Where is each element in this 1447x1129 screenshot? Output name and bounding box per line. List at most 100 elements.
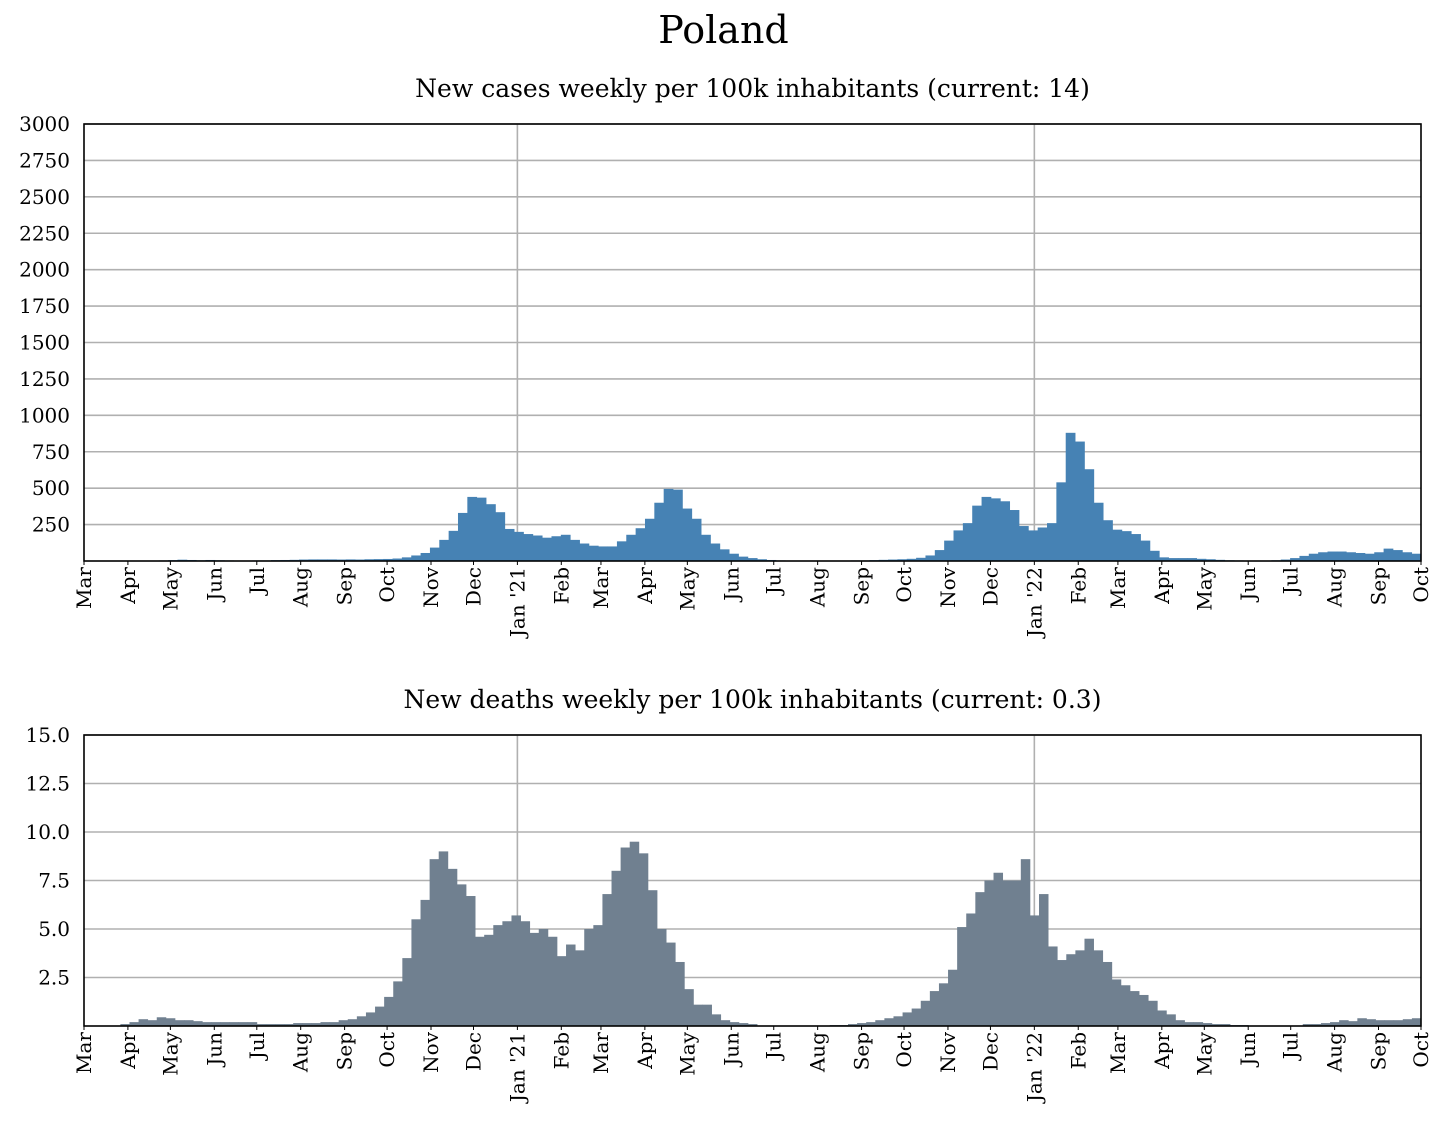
cases-bar (710, 543, 721, 561)
cases-bar (532, 535, 543, 561)
cases-bar (579, 543, 590, 561)
deaths-bar (466, 896, 476, 1026)
deaths-bar (393, 981, 403, 1026)
deaths-bar (875, 1020, 885, 1026)
deaths-bar (475, 936, 485, 1026)
cases-x-tick-label: Jun (719, 567, 743, 603)
cases-bar (1308, 553, 1319, 561)
cases-bar (1084, 469, 1095, 561)
deaths-x-tick-label: Apr (1150, 1032, 1174, 1070)
cases-bar (504, 528, 515, 561)
deaths-bar (320, 1022, 330, 1026)
deaths-bar (174, 1020, 185, 1026)
deaths-x-tick-label: Aug (1323, 1032, 1347, 1073)
deaths-bar (484, 934, 494, 1026)
deaths-bar (848, 1024, 858, 1026)
cases-bar (897, 559, 908, 561)
deaths-bar (184, 1020, 194, 1026)
cases-bar (616, 541, 627, 561)
deaths-bar (384, 996, 394, 1026)
deaths-bar (948, 969, 958, 1026)
deaths-bar (1357, 1018, 1367, 1026)
deaths-bar (447, 868, 458, 1026)
cases-y-tick-label: 750 (32, 440, 70, 464)
cases-bar (1028, 530, 1039, 561)
cases-bar (1290, 558, 1300, 561)
cases-bar (1112, 529, 1123, 561)
deaths-chart: 2.5 5.0 7.5 10.0 12.5 15.0 Mar Apr May Jun Jul Aug S… (25, 723, 1433, 1104)
cases-bar (1383, 548, 1394, 561)
cases-x-tick-label: Aug (289, 567, 313, 608)
deaths-bar (957, 927, 967, 1026)
cases-bar (514, 531, 524, 561)
deaths-bar (929, 991, 940, 1026)
deaths-bar (302, 1023, 312, 1026)
cases-bar (383, 558, 393, 561)
deaths-bar (120, 1024, 130, 1026)
cases-bar (1196, 558, 1207, 561)
deaths-bar (502, 921, 512, 1026)
cases-bar (560, 534, 571, 561)
cases-bar (1374, 552, 1385, 561)
deaths-bar (1120, 985, 1131, 1026)
deaths-bar (1411, 1018, 1422, 1026)
page-title: Poland (658, 8, 789, 52)
deaths-bar (938, 983, 949, 1026)
cases-bar (542, 537, 552, 561)
deaths-bar (193, 1021, 203, 1026)
cases-x-tick-label: Mar (1106, 567, 1130, 609)
cases-bar (588, 545, 599, 561)
cases-bar (981, 496, 992, 561)
deaths-x-tick-label: Oct (375, 1032, 399, 1068)
deaths-bar (347, 1019, 358, 1026)
deaths-bar (1384, 1020, 1395, 1026)
cases-bar (691, 518, 702, 561)
cases-x-tick-label: Apr (116, 567, 140, 605)
cases-bar (1299, 555, 1310, 561)
deaths-bar (284, 1024, 294, 1026)
deaths-bar (629, 841, 640, 1026)
cases-chart: 250 500 750 1000 1250 1500 1750 2000 2250 2500 275… (19, 112, 1433, 639)
deaths-bar (356, 1016, 367, 1026)
cases-x-tick-label: Oct (892, 567, 916, 603)
cases-y-tick-label: 2250 (19, 221, 70, 245)
cases-bar (701, 534, 711, 561)
deaths-x-tick-label: Apr (633, 1032, 657, 1070)
cases-bar (738, 556, 749, 561)
deaths-x-tick-label: Nov (936, 1031, 960, 1073)
deaths-bar (611, 870, 622, 1026)
cases-y-tick-label: 2500 (19, 185, 70, 209)
cases-bar (1355, 552, 1366, 561)
deaths-bar (1330, 1022, 1340, 1026)
deaths-bar (411, 919, 421, 1026)
cases-x-tick-label: Sep (333, 567, 357, 605)
deaths-bar (911, 1008, 922, 1026)
deaths-bar (602, 894, 612, 1026)
deaths-x-tick-label: Oct (1409, 1032, 1433, 1068)
deaths-bar (1111, 979, 1122, 1026)
deaths-bar (675, 961, 685, 1026)
deaths-x-tick-label: Dec (978, 1032, 1002, 1071)
deaths-x-tick-label: Nov (419, 1031, 443, 1073)
deaths-bar (584, 929, 594, 1026)
deaths-bar (556, 956, 567, 1026)
deaths-x-tick-label: May (675, 1031, 699, 1075)
deaths-bar (884, 1018, 894, 1026)
deaths-bar (420, 899, 431, 1026)
cases-x-tick-label: Mar (72, 567, 96, 609)
deaths-bar (375, 1006, 385, 1026)
deaths-bar (1166, 1014, 1176, 1026)
deaths-bar (1093, 950, 1104, 1026)
cases-bar (729, 553, 739, 561)
cases-bar (486, 504, 496, 561)
cases-x-tick-label: Jul (245, 567, 269, 596)
deaths-bar (993, 872, 1004, 1026)
deaths-bar (311, 1023, 321, 1026)
deaths-bar (520, 921, 531, 1026)
cases-bar (1177, 558, 1188, 561)
deaths-bar (1084, 938, 1094, 1026)
deaths-bar (402, 958, 412, 1026)
cases-bar (990, 498, 1001, 561)
cases-bar (944, 540, 954, 561)
